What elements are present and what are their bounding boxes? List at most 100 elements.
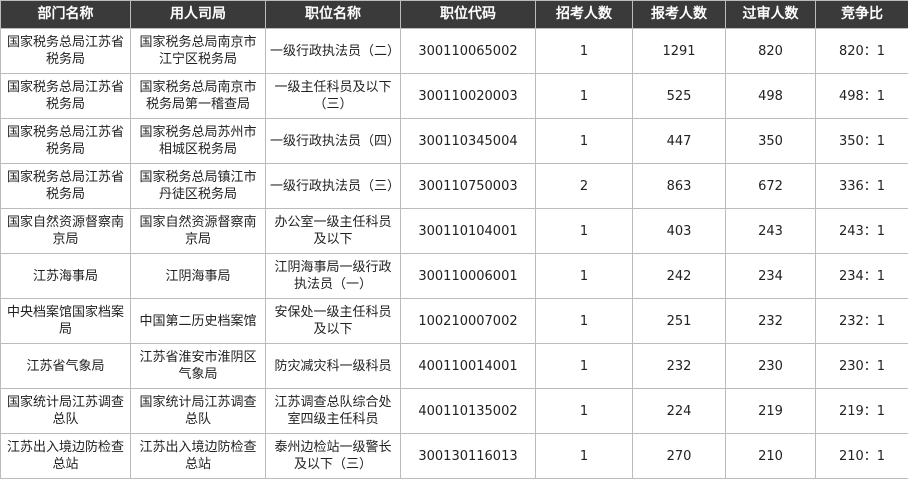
table-cell: 498：1 — [815, 73, 908, 119]
table-cell: 400110014001 — [400, 343, 536, 389]
table-cell: 210 — [725, 433, 816, 479]
table-cell: 300110006001 — [400, 253, 536, 299]
table-row: 江苏出入境边防检查总站 江苏出入境边防检查总站 泰州边检站一级警长及以下（三） 300… — [0, 433, 908, 479]
table-cell: 江苏省气象局 — [0, 343, 131, 389]
table-row: 江苏省气象局 江苏省淮安市淮阴区气象局 防灾减灾科一级科员 400110014001 1… — [0, 343, 908, 389]
table-cell: 一级行政执法员（三） — [265, 163, 401, 209]
table-cell: 1291 — [632, 28, 726, 74]
table-cell: 江苏省淮安市淮阴区气象局 — [130, 343, 266, 389]
table-cell: 国家统计局江苏调查总队 — [0, 388, 131, 434]
table-cell: 国家税务总局江苏省税务局 — [0, 28, 131, 74]
table-cell: 江苏出入境边防检查总站 — [0, 433, 131, 479]
table-cell: 泰州边检站一级警长及以下（三） — [265, 433, 401, 479]
table-cell: 1 — [535, 73, 633, 119]
table-cell: 400110135002 — [400, 388, 536, 434]
table-cell: 820：1 — [815, 28, 908, 74]
header-cell: 用人司局 — [130, 0, 266, 29]
table-cell: 江苏海事局 — [0, 253, 131, 299]
table-cell: 防灾减灾科一级科员 — [265, 343, 401, 389]
table-cell: 1 — [535, 208, 633, 254]
header-cell: 职位名称 — [265, 0, 401, 29]
table-cell: 219：1 — [815, 388, 908, 434]
table-cell: 232 — [725, 298, 816, 344]
table-cell: 300110104001 — [400, 208, 536, 254]
table-cell: 国家税务总局南京市江宁区税务局 — [130, 28, 266, 74]
table-cell: 一级行政执法员（四） — [265, 118, 401, 164]
table-cell: 525 — [632, 73, 726, 119]
table-cell: 1 — [535, 28, 633, 74]
table-cell: 336：1 — [815, 163, 908, 209]
table-cell: 1 — [535, 118, 633, 164]
table-cell: 1 — [535, 298, 633, 344]
table-cell: 243 — [725, 208, 816, 254]
table-cell: 100210007002 — [400, 298, 536, 344]
table-row: 国家税务总局江苏省税务局 国家税务总局南京市江宁区税务局 一级行政执法员（二） 300… — [0, 28, 908, 74]
table-cell: 办公室一级主任科员及以下 — [265, 208, 401, 254]
table-cell: 国家税务总局江苏省税务局 — [0, 118, 131, 164]
table-cell: 300130116013 — [400, 433, 536, 479]
table-cell: 中国第二历史档案馆 — [130, 298, 266, 344]
table-cell: 国家税务总局江苏省税务局 — [0, 163, 131, 209]
table-cell: 230 — [725, 343, 816, 389]
table-cell: 350 — [725, 118, 816, 164]
table-cell: 1 — [535, 433, 633, 479]
table-cell: 232 — [632, 343, 726, 389]
table-cell: 270 — [632, 433, 726, 479]
table-cell: 219 — [725, 388, 816, 434]
header-cell: 竞争比 — [815, 0, 908, 29]
table-cell: 国家自然资源督察南京局 — [0, 208, 131, 254]
table-cell: 国家税务总局江苏省税务局 — [0, 73, 131, 119]
header-row: 部门名称 用人司局 职位名称 职位代码 招考人数 报考人数 过审人数 竞争比 — [0, 0, 908, 29]
table-cell: 国家税务总局镇江市丹徒区税务局 — [130, 163, 266, 209]
table-cell: 863 — [632, 163, 726, 209]
table-cell: 江阴海事局 — [130, 253, 266, 299]
header-cell: 招考人数 — [535, 0, 633, 29]
table-cell: 234：1 — [815, 253, 908, 299]
table-cell: 一级行政执法员（二） — [265, 28, 401, 74]
table-cell: 国家自然资源督察南京局 — [130, 208, 266, 254]
table-row: 江苏海事局 江阴海事局 江阴海事局一级行政执法员（一） 300110006001 1 24… — [0, 253, 908, 299]
table-cell: 224 — [632, 388, 726, 434]
table-cell: 230：1 — [815, 343, 908, 389]
table-cell: 300110065002 — [400, 28, 536, 74]
table-cell: 243：1 — [815, 208, 908, 254]
table-cell: 1 — [535, 343, 633, 389]
table-cell: 2 — [535, 163, 633, 209]
table-cell: 672 — [725, 163, 816, 209]
table-cell: 820 — [725, 28, 816, 74]
table-cell: 中央档案馆国家档案局 — [0, 298, 131, 344]
table-cell: 234 — [725, 253, 816, 299]
table-cell: 498 — [725, 73, 816, 119]
header-cell: 部门名称 — [0, 0, 131, 29]
header-cell: 报考人数 — [632, 0, 726, 29]
table-body: 国家税务总局江苏省税务局 国家税务总局南京市江宁区税务局 一级行政执法员（二） 300… — [0, 28, 908, 479]
table-cell: 300110020003 — [400, 73, 536, 119]
table-header: 部门名称 用人司局 职位名称 职位代码 招考人数 报考人数 过审人数 竞争比 — [0, 0, 908, 29]
table-cell: 447 — [632, 118, 726, 164]
table-row: 中央档案馆国家档案局 中国第二历史档案馆 安保处一级主任科员及以下 100210007… — [0, 298, 908, 344]
table-cell: 300110750003 — [400, 163, 536, 209]
table-cell: 江阴海事局一级行政执法员（一） — [265, 253, 401, 299]
table-cell: 国家税务总局南京市税务局第一稽查局 — [130, 73, 266, 119]
table-row: 国家税务总局江苏省税务局 国家税务总局南京市税务局第一稽查局 一级主任科员及以下（三… — [0, 73, 908, 119]
table-cell: 350：1 — [815, 118, 908, 164]
table-row: 国家自然资源督察南京局 国家自然资源督察南京局 办公室一级主任科员及以下 300110… — [0, 208, 908, 254]
table-cell: 一级主任科员及以下（三） — [265, 73, 401, 119]
table-cell: 安保处一级主任科员及以下 — [265, 298, 401, 344]
table-row: 国家税务总局江苏省税务局 国家税务总局镇江市丹徒区税务局 一级行政执法员（三） 300… — [0, 163, 908, 209]
table-cell: 251 — [632, 298, 726, 344]
table-cell: 1 — [535, 388, 633, 434]
table-cell: 江苏出入境边防检查总站 — [130, 433, 266, 479]
table-cell: 300110345004 — [400, 118, 536, 164]
table-cell: 江苏调查总队综合处室四级主任科员 — [265, 388, 401, 434]
table-cell: 210：1 — [815, 433, 908, 479]
header-cell: 职位代码 — [400, 0, 536, 29]
table-cell: 403 — [632, 208, 726, 254]
header-cell: 过审人数 — [725, 0, 816, 29]
table-cell: 1 — [535, 253, 633, 299]
table-row: 国家统计局江苏调查总队 国家统计局江苏调查总队 江苏调查总队综合处室四级主任科员 40… — [0, 388, 908, 434]
table-row: 国家税务总局江苏省税务局 国家税务总局苏州市相城区税务局 一级行政执法员（四） 300… — [0, 118, 908, 164]
table-cell: 国家统计局江苏调查总队 — [130, 388, 266, 434]
